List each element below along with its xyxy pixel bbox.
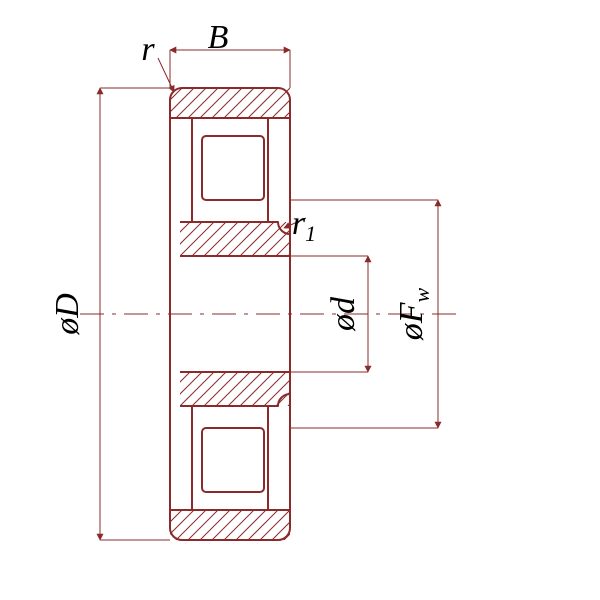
label-Fw: øFw — [393, 287, 434, 341]
label-r: r — [141, 31, 155, 68]
svg-text:øD: øD — [49, 293, 86, 336]
bearing-cross-section-svg: r Br1 øD ødøFw — [0, 0, 600, 600]
label-D: øD — [49, 293, 86, 336]
label-d: ød — [325, 296, 362, 332]
svg-text:r: r — [141, 31, 155, 68]
svg-text:r1: r1 — [292, 205, 316, 246]
label-r1: r1 — [292, 205, 316, 246]
svg-text:B: B — [208, 19, 229, 56]
roller-bottom — [202, 428, 264, 492]
svg-text:ød: ød — [325, 296, 362, 332]
roller-top — [202, 136, 264, 200]
text-layer: r Br1 øD ødøFw — [49, 19, 434, 341]
svg-text:øFw: øFw — [393, 287, 434, 341]
drawing-stage: r Br1 øD ødøFw — [0, 0, 600, 600]
label-B: B — [208, 19, 229, 56]
leader-r — [158, 58, 174, 92]
